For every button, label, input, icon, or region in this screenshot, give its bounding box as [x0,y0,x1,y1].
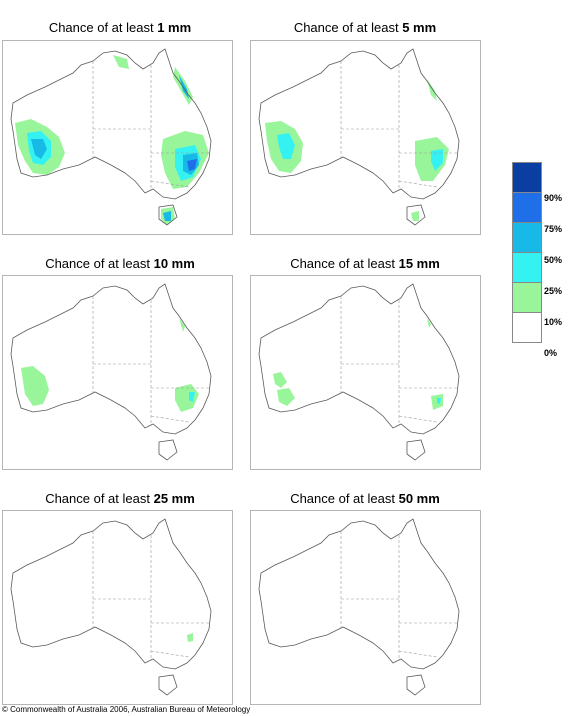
rain-probability-zones [273,318,443,410]
copyright-notice: © Commonwealth of Australia 2006, Austra… [2,705,251,714]
legend-label-10: 10% [544,317,563,327]
legend-label-0: 0% [544,348,558,358]
legend-label-50: 50% [544,255,563,265]
map-panel-25mm [2,510,233,705]
australia-map-1mm [10,48,212,226]
panel-title-50mm: Chance of at least 50 mm [290,491,440,506]
legend-label-25: 25% [544,286,563,296]
legend-swatch-0 [512,312,542,343]
state-borders [340,296,457,426]
state-borders [92,61,209,191]
australia-map-5mm [258,48,460,226]
rain-probability-zones [15,55,209,225]
australia-map-10mm [10,283,212,461]
legend-swatch-75 [512,192,542,223]
legend-label-90: 90% [544,193,563,203]
panel-title-1mm: Chance of at least 1 mm [48,20,192,35]
australia-map-25mm [10,518,212,696]
legend-label-75: 75% [544,224,563,234]
map-panel-50mm [250,510,481,705]
map-panel-5mm [250,40,481,235]
state-borders [340,531,457,661]
panel-title-15mm: Chance of at least 15 mm [290,256,440,271]
panel-title-10mm: Chance of at least 10 mm [45,256,195,271]
map-panel-15mm [250,275,481,470]
map-panel-10mm [2,275,233,470]
australia-coastline [10,48,212,226]
legend-swatch-10 [512,282,542,313]
australia-coastline [10,283,212,461]
probability-legend [512,162,542,343]
australia-coastline [258,48,460,226]
panel-title-5mm: Chance of at least 5 mm [293,20,437,35]
legend-swatch-25 [512,252,542,283]
australia-map-15mm [258,283,460,461]
rain-probability-zones [265,79,449,221]
state-borders [340,61,457,191]
rain-probability-zones [21,318,199,412]
australia-coastline [258,518,460,696]
rain-probability-zones [187,633,193,642]
state-borders [92,296,209,426]
map-panel-1mm [2,40,233,235]
legend-swatch-50 [512,222,542,253]
legend-swatch-90 [512,162,542,193]
state-borders [92,531,209,661]
australia-coastline [258,283,460,461]
panel-title-25mm: Chance of at least 25 mm [45,491,195,506]
australia-map-50mm [258,518,460,696]
australia-coastline [10,518,212,696]
